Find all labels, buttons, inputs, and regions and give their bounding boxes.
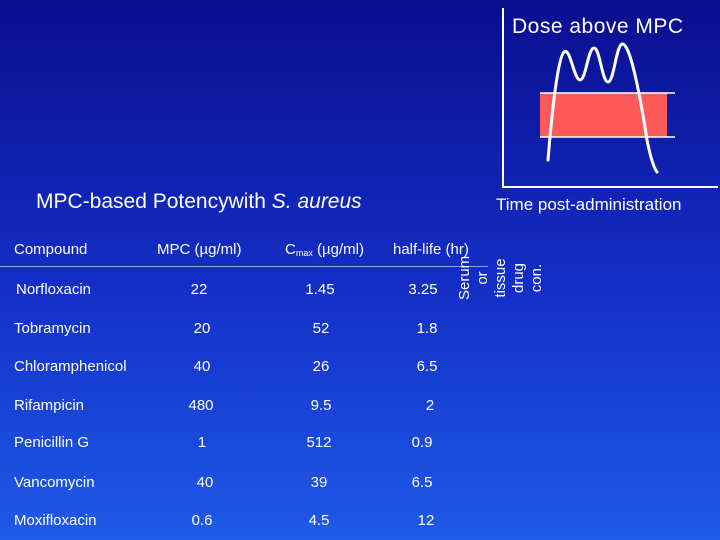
row-mpc: 0.6 [191, 512, 213, 529]
header-divider [0, 266, 488, 267]
row-halflife: 12 [417, 512, 435, 529]
header-cmax-sub: max [295, 248, 313, 258]
row-mpc: 20 [193, 320, 211, 337]
header-cmax-prefix: C [285, 241, 296, 258]
y-axis-label: Serum or tissue drug con. [456, 256, 606, 300]
selection-window-band [540, 93, 667, 137]
row-compound: Moxifloxacin [14, 512, 97, 529]
row-halflife: 0.9 [411, 434, 433, 451]
row-halflife: 6.5 [411, 474, 433, 491]
row-halflife: 6.5 [416, 358, 438, 375]
row-cmax: 512 [306, 434, 332, 451]
header-halflife: half-life (hr) [393, 241, 469, 258]
row-mpc: 1 [197, 434, 207, 451]
row-mpc: 22 [190, 281, 208, 298]
row-cmax: 4.5 [308, 512, 330, 529]
row-mpc: 40 [196, 474, 214, 491]
dose-label: Dose above MPC [512, 15, 684, 38]
row-compound: Vancomycin [14, 474, 95, 491]
y-axis-label-line1: Serum or tissue [456, 255, 509, 300]
page-title: MPC-based Potencywith S. aureus [36, 190, 362, 214]
x-axis-label: Time post-administration [496, 195, 682, 214]
y-axis-label-line2: drug con. [510, 262, 545, 294]
row-cmax: 52 [312, 320, 330, 337]
header-cmax: Cmax (µg/ml) [285, 241, 364, 258]
title-organism: S. aureus [271, 190, 362, 213]
header-compound: Compound [14, 241, 88, 258]
row-cmax: 26 [312, 358, 330, 375]
row-halflife: 2 [425, 397, 435, 414]
title-prefix: MPC-based Potencywith [36, 190, 272, 213]
row-compound: Chloramphenicol [14, 358, 127, 375]
row-cmax: 39 [310, 474, 328, 491]
row-compound: Tobramycin [14, 320, 91, 337]
row-cmax: 1.45 [305, 281, 335, 298]
concentration-curve [546, 42, 659, 174]
row-mpc: 40 [193, 358, 211, 375]
row-mpc: 480 [188, 397, 214, 414]
row-halflife: 1.8 [416, 320, 438, 337]
row-compound: Penicillin G [14, 434, 90, 451]
row-halflife: 3.25 [408, 281, 438, 298]
header-mpc: MPC (µg/ml) [157, 241, 242, 258]
row-compound: Rifampicin [14, 397, 85, 414]
row-cmax: 9.5 [310, 397, 332, 414]
row-compound: Norfloxacin [16, 281, 92, 298]
header-cmax-suffix: (µg/ml) [312, 241, 364, 258]
